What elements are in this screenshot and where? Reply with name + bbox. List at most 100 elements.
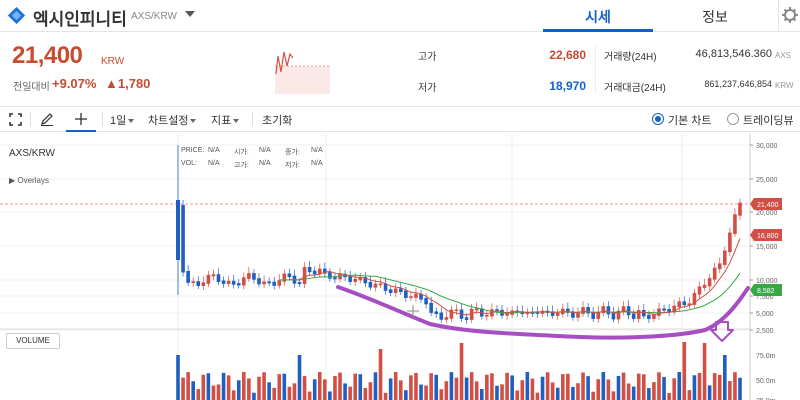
volume-bar	[474, 381, 479, 400]
tradingview-label[interactable]: 트레이딩뷰	[743, 115, 794, 127]
tab-info[interactable]: 정보	[702, 9, 728, 25]
candle-body	[672, 305, 676, 313]
candle-body	[611, 312, 616, 320]
candle-body	[414, 293, 418, 298]
candle-body	[642, 309, 646, 317]
candle-body	[485, 314, 489, 317]
volume-bar	[454, 377, 459, 400]
candle-body	[566, 308, 570, 313]
volume-bar	[419, 384, 423, 400]
candle-body	[520, 311, 525, 315]
ohlc-open-value: N/A	[259, 147, 271, 154]
volume-bar	[550, 382, 555, 400]
volume-bar	[287, 386, 292, 400]
candle-body	[252, 273, 256, 280]
interval-select[interactable]: 1일	[110, 112, 135, 128]
volume-indicator-button[interactable]: VOLUME	[6, 333, 60, 349]
volume-bar	[520, 380, 525, 400]
price-tick-label: 30,000	[756, 143, 778, 150]
volume-bar	[267, 382, 271, 400]
candle-body	[312, 270, 317, 275]
volume-bar	[363, 387, 368, 400]
candle-body	[728, 232, 732, 253]
crosshair-button[interactable]	[66, 107, 96, 132]
amount-label: 거래대금(24H)	[604, 83, 666, 94]
candle-body	[353, 278, 358, 282]
candle-body	[469, 308, 474, 320]
chart-pair-label: AXS/KRW	[9, 148, 55, 159]
volume-bar	[302, 376, 307, 400]
pencil-icon[interactable]	[40, 113, 54, 126]
candle-body	[196, 281, 201, 286]
candlesticks	[176, 145, 742, 324]
toolbar-divider	[30, 112, 31, 126]
chevron-down-icon[interactable]	[185, 11, 195, 17]
candle-body	[272, 281, 276, 286]
volume-bar	[459, 343, 464, 400]
candle-body	[393, 288, 398, 293]
candle-body	[186, 270, 190, 283]
fullscreen-icon[interactable]	[9, 113, 22, 126]
volume-bar	[591, 391, 595, 400]
basic-chart-radio[interactable]	[652, 113, 664, 125]
volume-bar	[545, 372, 550, 400]
basic-chart-label[interactable]: 기본 차트	[668, 115, 712, 127]
mini-sparkline	[275, 51, 330, 94]
volume-tick-label: 50.0m	[756, 378, 776, 385]
volume-bar	[221, 372, 226, 400]
volume-bar	[510, 375, 514, 400]
candle-body	[652, 314, 656, 319]
price-tag	[750, 198, 782, 210]
overlays-toggle[interactable]: ▶ Overlays	[9, 176, 49, 185]
candle-body	[419, 293, 423, 300]
volume-bar	[282, 373, 287, 400]
price-chart[interactable]: 30,000 25,000 20,000 15,000 10,000 7,500 5,000…	[0, 134, 800, 400]
reset-button[interactable]: 초기화	[262, 115, 293, 127]
volume-bar	[353, 373, 358, 400]
chart-settings-menu[interactable]: 차트설정	[148, 112, 197, 128]
candle-body	[297, 282, 302, 285]
candle-body	[616, 310, 621, 320]
volume-bar	[677, 372, 682, 400]
candle-body	[206, 274, 211, 284]
candle-body	[176, 200, 180, 260]
tab-quote[interactable]: 시세	[543, 7, 653, 32]
indicators-menu[interactable]: 지표	[211, 112, 240, 128]
candle-body	[702, 284, 707, 288]
volume-bar	[297, 355, 302, 400]
volume-bar	[495, 385, 499, 400]
candle-body	[333, 277, 337, 280]
candle-body	[636, 309, 641, 319]
volume-bar	[667, 392, 671, 400]
candle-body	[216, 274, 221, 282]
ohlc-price-value: N/A	[208, 147, 220, 154]
compare-label: 전일대비	[13, 82, 50, 93]
price-tick-label: 15,000	[756, 244, 778, 251]
candle-body	[404, 290, 408, 298]
caret-down-icon	[233, 119, 240, 124]
hand-drawn-trend-annotation	[336, 285, 750, 340]
volume-tick-label: 75.0m	[756, 353, 776, 360]
price-tag-label: 8,582	[757, 288, 775, 295]
moving-average-short	[289, 238, 741, 316]
candle-body	[221, 280, 226, 284]
volume-bar	[576, 383, 580, 400]
volume-bar	[277, 374, 282, 400]
coin-name[interactable]: 엑시인피니티	[33, 10, 127, 29]
volume-bar	[393, 372, 398, 400]
volume-bar	[505, 372, 509, 400]
candle-body	[677, 301, 682, 308]
volume-bar	[434, 374, 439, 400]
settings-button[interactable]	[778, 0, 800, 32]
candle-body	[662, 308, 666, 311]
tradingview-radio[interactable]	[727, 113, 739, 125]
price-tick-label: 5,000	[756, 311, 774, 318]
volume-bar	[226, 375, 231, 400]
candle-body	[495, 309, 499, 312]
candle-body	[571, 311, 575, 318]
chart-grid	[0, 134, 750, 400]
coin-pair: AXS/KRW	[131, 11, 177, 22]
candle-body	[692, 292, 697, 305]
volume-bar	[717, 374, 722, 400]
high-value: 22,680	[549, 48, 586, 62]
